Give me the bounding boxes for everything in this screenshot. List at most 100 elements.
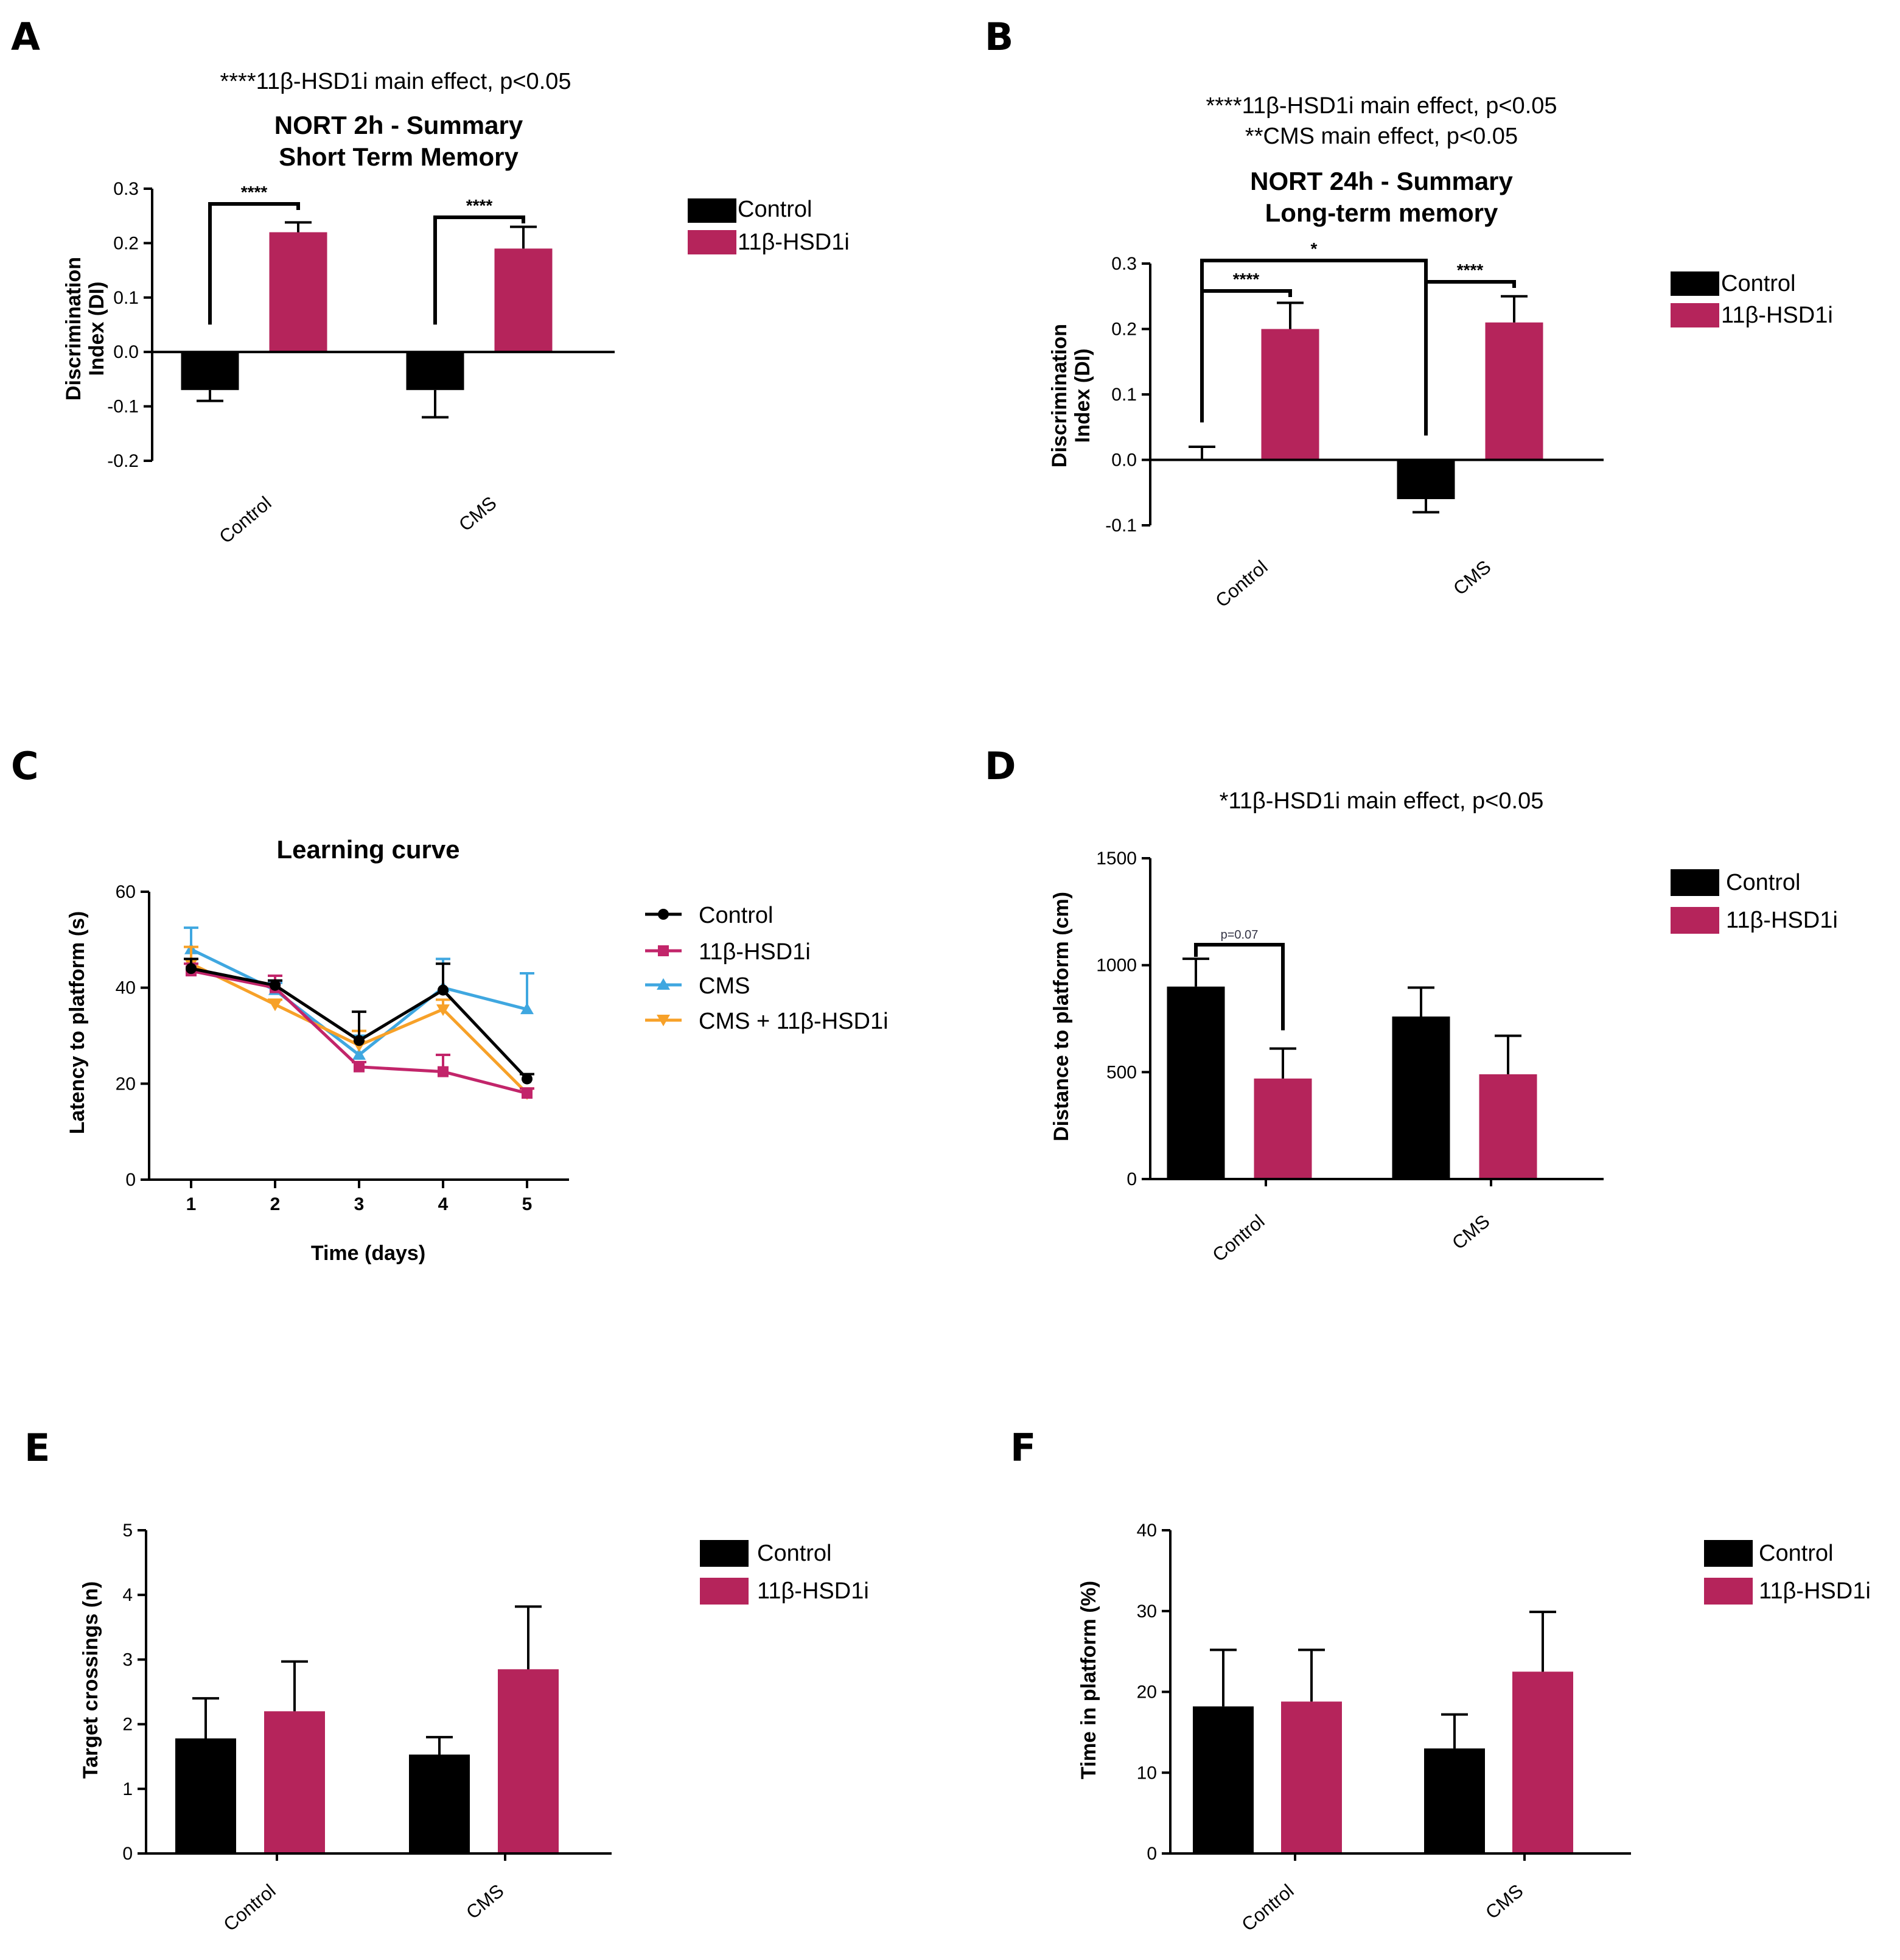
panel-f-ylabel: Time in platform (%) [1077,1581,1100,1779]
data-point-triangle-up [352,1048,366,1060]
panel-b-category-label: CMS [1449,556,1495,600]
bar-control-cms [1392,1016,1450,1179]
bar-control-cms [409,1754,470,1853]
panel-label-d: D [985,744,1016,788]
panel-f-y-tick-label: 0 [1147,1844,1157,1864]
panel-a-plot: -0.2 -0.1 0.0 0.1 0.2 0.3 Control CMS **** **** [107,179,615,548]
panel-c-legend-label-control: Control [699,903,774,928]
significance-label: p=0.07 [1221,928,1259,942]
panel-c-title: Learning curve [276,835,459,864]
panel-a-y-tick-label: -0.1 [107,397,139,417]
panel-a-y-tick-label: 0.1 [113,288,139,308]
panel-c-legend-marker-hsd [658,945,669,956]
panel-b-legend-label-control: Control [1721,271,1796,296]
panel-b-stat-line-2: **CMS main effect, p<0.05 [1245,124,1518,149]
data-point-circle [354,1035,365,1046]
panel-b-y-tick-label: 0.2 [1111,320,1137,340]
panel-d-category-label: Control [1208,1211,1268,1266]
data-point-circle [270,979,281,991]
panel-b-y-tick-label: 0.3 [1111,254,1137,274]
panel-b-legend: Control 11β-HSD1i [1671,271,1833,328]
panel-label-b: B [985,15,1013,59]
panel-label-f: F [1010,1426,1036,1470]
panel-c-x-tick-label: 1 [186,1194,197,1214]
bar-hsd-control [1281,1701,1342,1853]
data-point-triangle-up [520,1003,534,1015]
panel-d-legend: Control 11β-HSD1i [1671,869,1838,934]
significance-bracket [208,202,300,325]
panel-c-ylabel: Latency to platform (s) [66,911,89,1134]
panel-b-legend-swatch-control [1671,271,1719,296]
panel-c-legend-label-combo: CMS + 11β-HSD1i [699,1009,889,1034]
panel-f-category-label: CMS [1481,1880,1527,1923]
panel-a-title-line-2: Short Term Memory [279,142,519,171]
panel-b-title-line-1: NORT 24h - Summary [1250,167,1513,195]
panel-d-y-tick-label: 500 [1106,1062,1137,1082]
panel-d-y-tick-label: 1000 [1096,956,1137,976]
bar-control-cms [1397,460,1455,499]
panel-f-legend-swatch-control [1704,1540,1753,1567]
significance-bracket [1194,943,1285,1031]
bar-control-control [1167,986,1225,1179]
panel-b-y-tick-label: 0.0 [1111,450,1137,471]
panel-a-legend-swatch-hsd [688,230,736,254]
panel-a-legend-swatch-control [688,198,736,223]
panel-f-legend-label-hsd: 11β-HSD1i [1759,1578,1871,1604]
panel-e-category-label: CMS [462,1880,508,1923]
panel-c-x-tick-label: 5 [522,1194,533,1214]
significance-label: **** [1233,270,1260,289]
data-point-square [354,1061,365,1073]
panel-d-y-tick-label: 1500 [1096,849,1137,869]
panel-label-c: C [11,744,39,788]
panel-d-legend-swatch-control [1671,869,1719,896]
panel-e-y-tick-label: 0 [122,1844,133,1864]
bar-hsd-control [264,1711,325,1853]
panel-e-category-label: Control [219,1880,279,1936]
panel-c-legend-marker-control [658,909,669,920]
data-point-triangle-down [268,999,282,1012]
panel-c-xlabel: Time (days) [311,1242,425,1265]
significance-label: **** [466,196,493,215]
bar-hsd-control [1254,1078,1312,1179]
bar-hsd-cms [494,248,553,352]
panel-a-category-label: Control [215,492,275,548]
data-point-circle [438,984,449,996]
bar-control-cms [1424,1748,1485,1853]
panel-b-legend-swatch-hsd [1671,303,1719,327]
significance-label: **** [241,183,268,201]
panel-c-legend: Control 11β-HSD1i CMS CMS + 11β-HSD1i [645,903,889,1034]
panel-e-y-tick-label: 3 [122,1650,133,1670]
panel-a-category-label: CMS [455,492,500,536]
data-point-square [522,1088,533,1099]
panel-f-y-tick-label: 40 [1137,1521,1157,1541]
panel-a-y-tick-label: 0.0 [113,342,139,362]
panel-e-plot: 0 1 2 3 4 5 Control CMS [122,1521,612,1936]
panel-e-y-tick-label: 5 [122,1521,133,1541]
panel-f-plot: 0 10 20 30 40 Control CMS [1137,1521,1631,1936]
panel-f-legend: Control 11β-HSD1i [1704,1540,1871,1605]
panel-e-legend-label-control: Control [757,1541,832,1566]
bar-control-cms [406,352,464,390]
panel-c-y-tick-label: 0 [125,1170,136,1190]
panel-a-legend: Control 11β-HSD1i [688,197,850,255]
panel-c-x-tick-label: 3 [354,1194,365,1214]
panel-f-y-tick-label: 10 [1137,1763,1157,1783]
panel-e-y-tick-label: 1 [122,1779,133,1799]
bar-hsd-control [269,232,327,352]
panel-a-stat-line: ****11β-HSD1i main effect, p<0.05 [220,69,571,94]
panel-c-y-tick-label: 60 [116,882,136,902]
panel-c-x-tick-label: 2 [270,1194,281,1214]
panel-e-legend-label-hsd: 11β-HSD1i [757,1578,869,1604]
bar-control-control [181,352,239,390]
panel-f-legend-swatch-hsd [1704,1578,1753,1605]
panel-a-title-line-1: NORT 2h - Summary [274,111,523,139]
panel-c-plot: 0 20 40 60 1 2 3 4 5 [116,882,569,1214]
panel-b-ylabel-line-1: Discrimination [1048,324,1071,467]
bar-control-control [1193,1706,1254,1853]
panel-e-ylabel: Target crossings (n) [79,1581,102,1779]
bar-hsd-cms [1479,1074,1537,1179]
significance-label: **** [1457,261,1484,279]
bar-hsd-cms [498,1669,559,1853]
